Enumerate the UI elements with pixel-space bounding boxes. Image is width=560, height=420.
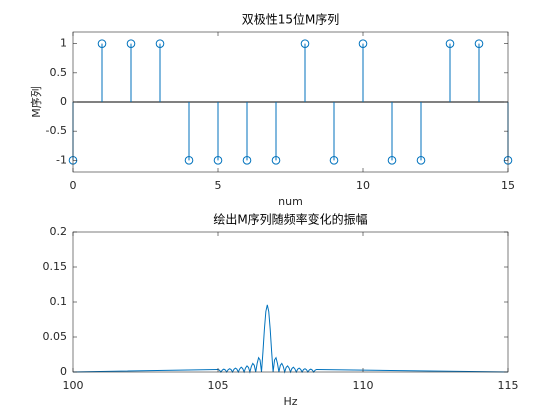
stem-marker <box>97 39 107 48</box>
chart-title: 双极性15位M序列 <box>242 12 340 27</box>
y-axis-label: M序列 <box>29 86 43 118</box>
x-tick-label: 10 <box>356 179 370 192</box>
stem-marker <box>184 156 194 165</box>
stem <box>416 102 426 165</box>
chart-title: 绘出M序列随频率变化的振幅 <box>213 212 367 227</box>
stem-marker <box>416 156 426 165</box>
stem <box>358 39 368 102</box>
x-tick-label: 110 <box>353 379 374 392</box>
y-tick-label: 0.1 <box>50 295 68 308</box>
stem-marker <box>213 156 223 165</box>
stem-marker <box>300 39 310 48</box>
y-tick-label: 0.2 <box>50 225 68 238</box>
stem <box>300 39 310 102</box>
x-axis-label: num <box>278 195 303 208</box>
stem <box>126 39 136 102</box>
y-tick-label: 0.5 <box>50 66 68 79</box>
x-tick-label: 5 <box>215 179 222 192</box>
stem-marker <box>242 156 252 165</box>
stem <box>445 39 455 102</box>
x-tick-label: 15 <box>501 179 515 192</box>
x-tick-label: 100 <box>63 379 84 392</box>
y-tick-label: -0.5 <box>46 124 67 137</box>
x-tick-label: 105 <box>208 379 229 392</box>
line <box>72 304 509 374</box>
stem-marker <box>474 39 484 48</box>
stem <box>329 102 339 165</box>
stem-marker <box>445 39 455 48</box>
stem-marker <box>271 156 281 165</box>
y-tick-label: 0 <box>60 365 67 378</box>
stem <box>155 39 165 102</box>
stem <box>271 102 281 165</box>
x-tick-label: 115 <box>498 379 519 392</box>
y-tick-label: -1 <box>56 153 67 166</box>
y-tick-label: 0.05 <box>43 330 68 343</box>
x-axis-label: Hz <box>283 395 297 408</box>
axes-background <box>73 232 508 372</box>
stem-marker <box>155 39 165 48</box>
stem-marker <box>358 39 368 48</box>
stem <box>387 102 397 165</box>
stem-marker <box>329 156 339 165</box>
stem-marker <box>387 156 397 165</box>
x-tick-label: 0 <box>70 179 77 192</box>
y-tick-label: 1 <box>60 37 67 50</box>
y-tick-label: 0.15 <box>43 260 68 273</box>
stem <box>97 39 107 102</box>
stem <box>474 39 484 102</box>
y-tick-label: 0 <box>60 95 67 108</box>
stem-marker <box>126 39 136 48</box>
stem <box>213 102 223 165</box>
stem <box>242 102 252 165</box>
stem <box>184 102 194 165</box>
